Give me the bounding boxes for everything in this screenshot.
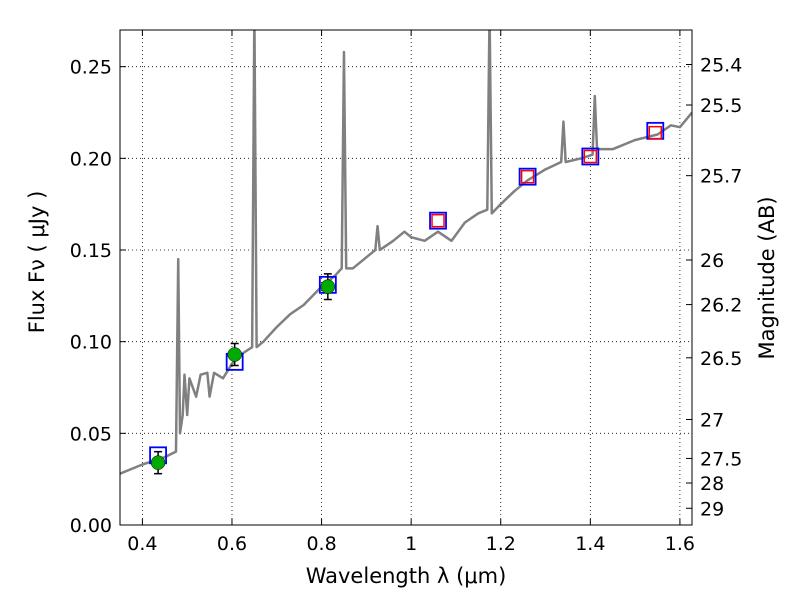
x-tick-label: 0.4 — [127, 533, 157, 555]
y-tick-label: 0.10 — [70, 332, 112, 354]
x-tick-label: 1.4 — [575, 533, 605, 555]
right-tick-label: 26 — [700, 250, 724, 272]
x-tick-label: 1.6 — [665, 533, 695, 555]
right-tick-label: 25.7 — [700, 166, 742, 188]
right-tick-label: 26.5 — [700, 348, 742, 370]
right-tick-label: 27.5 — [700, 448, 742, 470]
model-photometry-square — [518, 167, 537, 186]
y-axis-label-right: Magnitude (AB) — [755, 196, 779, 359]
right-tick-label: 25.4 — [700, 54, 742, 76]
right-tick-label: 29 — [700, 498, 724, 520]
y-tick-label: 0.25 — [70, 57, 112, 79]
red-photometry-square — [431, 213, 445, 228]
spectrum-line — [120, 30, 692, 475]
model-photometry-square — [581, 147, 600, 166]
plot-area — [120, 30, 692, 475]
observed-point — [150, 455, 166, 470]
right-tick-label: 25.5 — [700, 95, 742, 117]
x-tick-label: 0.6 — [217, 533, 247, 555]
y-axis-label: Flux Fν ( μJy ) — [25, 191, 49, 334]
red-photometry-square — [648, 125, 663, 140]
x-tick-label: 1 — [405, 533, 417, 555]
y-tick-label: 0.00 — [70, 515, 112, 537]
model-photometry-square — [429, 211, 447, 230]
ticks: 0.4 0.6 0.8 1 1.2 1.4 1.6 0.00 0.05 0.10 0.15 0.20 0… — [70, 30, 742, 555]
grid — [120, 30, 692, 526]
red-photometry-square — [520, 169, 535, 184]
x-axis-label: Wavelength λ (μm) — [306, 564, 507, 588]
y-tick-label: 0.05 — [70, 423, 112, 445]
red-photometry-square — [583, 149, 598, 164]
observed-point — [227, 347, 242, 362]
x-tick-label: 0.8 — [306, 533, 336, 555]
y-tick-label: 0.20 — [70, 148, 112, 170]
axes-frame — [119, 29, 693, 526]
right-tick-label: 26.2 — [700, 295, 742, 317]
x-tick-label: 1.2 — [486, 533, 516, 555]
right-tick-label: 28 — [700, 473, 724, 495]
observed-point — [320, 279, 336, 294]
y-tick-label: 0.15 — [70, 240, 112, 262]
right-tick-label: 27 — [700, 410, 724, 432]
